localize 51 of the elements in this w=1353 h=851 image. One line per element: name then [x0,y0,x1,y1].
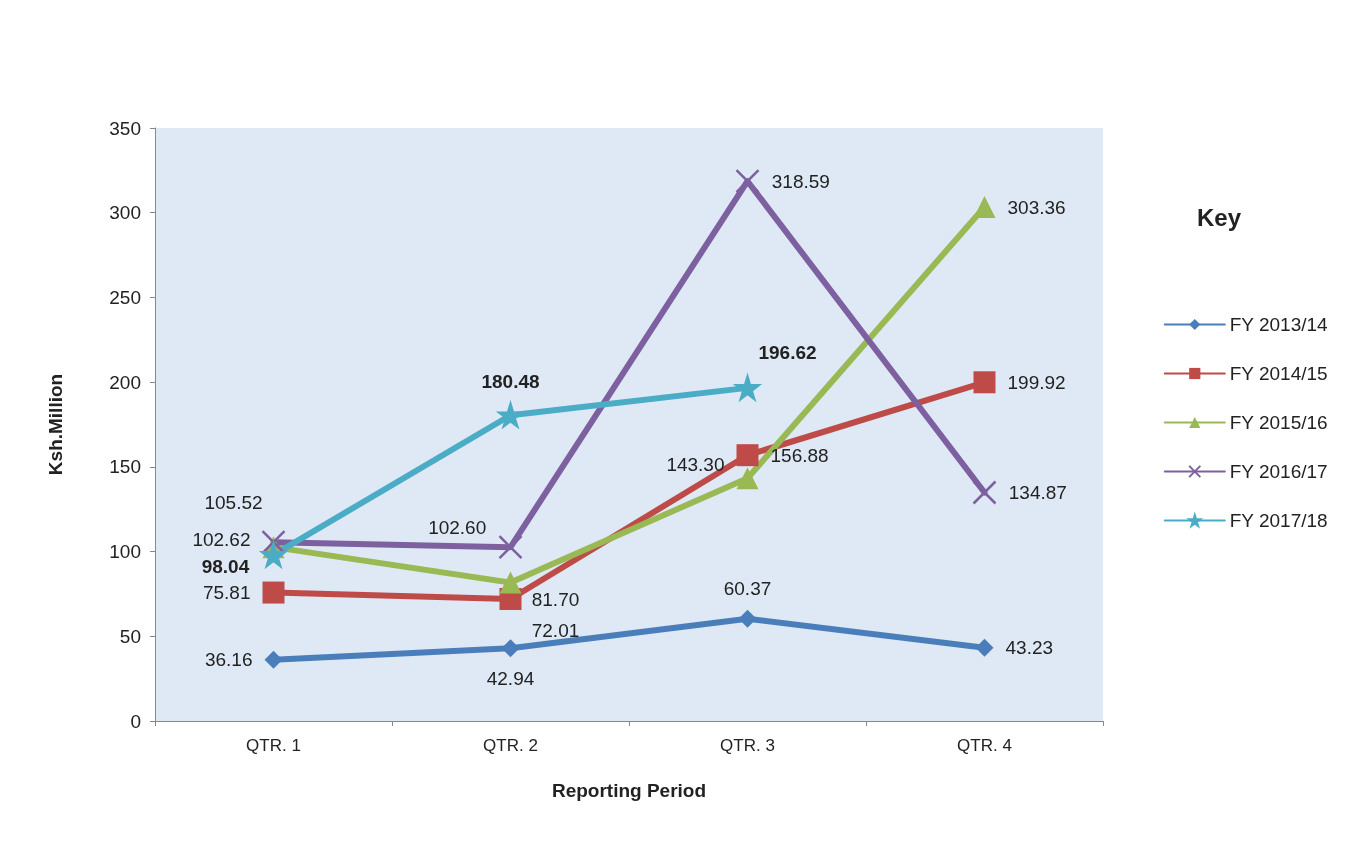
x-tick-label: QTR. 2 [483,736,538,755]
legend-label: FY 2016/17 [1229,461,1328,482]
point [496,400,523,430]
x-axis-title: Reporting Period [551,780,707,801]
data-label: 102.62 [192,528,251,550]
data-label: 98.04 [201,556,250,578]
legend-label: FY 2017/18 [1229,510,1328,531]
data-label: 156.88 [770,444,829,466]
y-tick-label: 150 [109,456,141,478]
y-tick-label: 300 [109,202,141,224]
point [735,168,760,194]
data-label: 303.36 [1007,196,1066,218]
x-tick-label: QTR. 3 [720,736,775,755]
x-tick-label: QTR. 1 [246,736,301,755]
point [499,571,522,594]
y-tick-label: 50 [119,625,141,647]
data-label: 60.37 [723,577,772,599]
data-label: 42.94 [486,668,535,690]
data-label: 180.48 [481,370,540,392]
point [736,444,759,467]
data-label: 199.92 [1007,371,1066,393]
point [262,581,285,604]
point [736,467,759,490]
data-label: 75.81 [202,582,251,604]
legend-label: FY 2014/15 [1229,363,1328,384]
data-label: 72.01 [531,619,580,641]
point [973,196,996,219]
point [973,371,996,394]
legend-title: Key [1196,203,1242,231]
data-label: 105.52 [204,491,263,513]
point [498,534,523,560]
y-tick-label: 250 [109,286,141,308]
y-tick-label: 200 [109,371,141,393]
legend-label: FY 2015/16 [1229,412,1328,433]
y-tick-label: 100 [109,541,141,563]
data-label: 102.60 [428,516,487,538]
data-label: 318.59 [771,170,830,192]
point [738,609,757,628]
y-tick-label: 0 [130,710,141,732]
data-label: 143.30 [666,453,725,475]
data-label: 81.70 [531,588,580,610]
legend-label: FY 2013/14 [1229,314,1329,335]
x-tick-label: QTR. 4 [957,736,1012,755]
y-tick-label: 350 [109,117,141,139]
data-label: 134.87 [1008,481,1067,503]
data-label: 36.16 [204,649,253,671]
y-axis-title: Ksh.Million [45,373,66,476]
data-label: 43.23 [1005,637,1054,659]
data-label: 196.62 [758,341,817,363]
point [972,480,997,505]
point [975,638,994,657]
